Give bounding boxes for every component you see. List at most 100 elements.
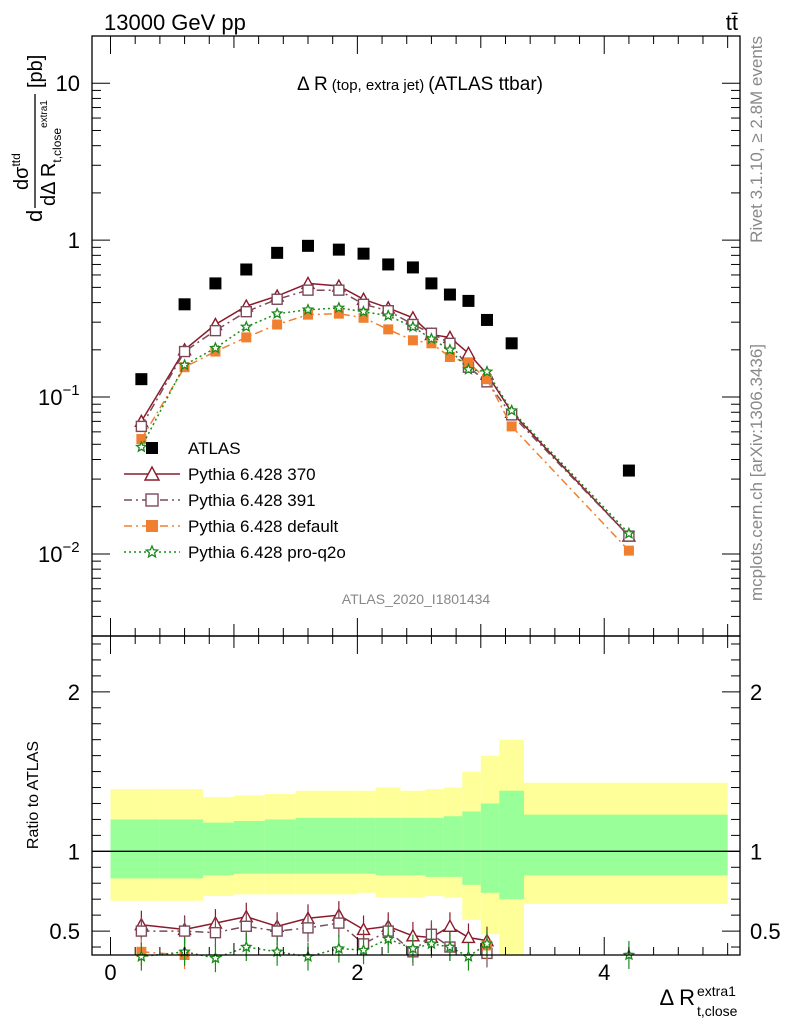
data-point bbox=[622, 526, 636, 539]
data-point bbox=[382, 258, 395, 271]
ratio-data-point bbox=[332, 941, 346, 955]
ratio-data-point bbox=[442, 918, 458, 932]
legend: ATLAS Pythia 6.428 370 Pythia 6.428 391 Pyt… bbox=[124, 439, 346, 562]
ratio-data-point bbox=[270, 945, 284, 958]
data-point bbox=[178, 358, 191, 371]
legend-entry-atlas: ATLAS bbox=[146, 439, 241, 458]
data-point bbox=[302, 239, 314, 252]
series-line bbox=[140, 289, 630, 537]
data-point bbox=[383, 324, 394, 335]
series-line bbox=[140, 282, 630, 537]
data-point bbox=[209, 277, 222, 290]
data-point bbox=[241, 332, 252, 343]
ratio-y-tick-label: 0.5 bbox=[49, 919, 80, 944]
ratio-data-point bbox=[462, 949, 475, 962]
y-tick-label: 1 bbox=[68, 228, 80, 253]
x-axis-label-sub: t,close bbox=[697, 1003, 738, 1019]
data-point bbox=[622, 464, 635, 477]
y-tick-label: 10−2 bbox=[38, 539, 80, 567]
series-pythia-6-428-pro-q2o bbox=[135, 301, 636, 539]
title-main: Δ R bbox=[297, 74, 328, 95]
data-point bbox=[209, 341, 222, 354]
stat-uncertainty-band bbox=[264, 819, 296, 874]
data-point bbox=[136, 434, 147, 445]
ratio-data-point bbox=[239, 940, 253, 953]
data-point bbox=[332, 301, 346, 314]
y-tick-label: 10−1 bbox=[38, 382, 80, 410]
ratio-uncertainty-bands bbox=[110, 739, 728, 955]
x-axis: 0 2 4 bbox=[104, 636, 729, 985]
data-point bbox=[480, 313, 493, 326]
process-label: tt̄ bbox=[726, 10, 738, 35]
data-point bbox=[210, 346, 221, 357]
data-point bbox=[301, 303, 315, 316]
x-tick-label: 4 bbox=[598, 960, 610, 985]
data-point bbox=[303, 309, 313, 320]
ratio-series-pythia-6-428-pro-q2o bbox=[134, 925, 636, 973]
stat-uncertainty-band bbox=[480, 803, 500, 893]
rivet-label: Rivet 3.1.10, ≥ 2.8M events bbox=[747, 36, 766, 243]
title-tail: (ATLAS ttbar) bbox=[428, 74, 543, 95]
legend-label: ATLAS bbox=[188, 439, 241, 458]
data-point bbox=[480, 365, 494, 378]
data-point bbox=[135, 373, 148, 386]
ratio-data-point bbox=[381, 932, 395, 945]
legend-entry-pythia-6-428-default: Pythia 6.428 default bbox=[124, 517, 339, 536]
stat-uncertainty-band bbox=[499, 790, 524, 900]
data-point bbox=[426, 338, 437, 349]
ratio-data-point bbox=[209, 926, 222, 939]
legend-label: Pythia 6.428 pro-q2o bbox=[188, 543, 346, 562]
stat-uncertainty-band bbox=[524, 814, 728, 876]
xlabel-main: Δ R bbox=[660, 985, 695, 1010]
data-point bbox=[209, 324, 222, 337]
x-axis-label-sup: extra1 bbox=[697, 983, 736, 999]
stat-uncertainty-band bbox=[425, 817, 444, 877]
legend-marker bbox=[146, 520, 158, 532]
main-title: Δ R (top, extra jet) (ATLAS ttbar) bbox=[297, 74, 543, 95]
data-point bbox=[135, 420, 148, 433]
ratio-data-point bbox=[333, 917, 345, 929]
ratio-data-point bbox=[178, 925, 191, 937]
data-point bbox=[406, 320, 420, 333]
data-point bbox=[462, 294, 475, 307]
stat-uncertainty-band bbox=[357, 817, 376, 874]
legend-label: Pythia 6.428 370 bbox=[188, 465, 316, 484]
data-point bbox=[462, 362, 475, 375]
stat-uncertainty-band bbox=[233, 821, 265, 874]
energy-label: 13000 GeV pp bbox=[104, 10, 246, 35]
stat-uncertainty-band bbox=[110, 819, 160, 879]
data-point bbox=[443, 288, 456, 301]
stat-uncertainty-band bbox=[400, 817, 426, 876]
series-line bbox=[140, 307, 630, 535]
ratio-data-point bbox=[209, 951, 222, 964]
data-point bbox=[505, 337, 518, 350]
legend-marker bbox=[145, 493, 159, 507]
data-point bbox=[381, 309, 395, 322]
data-point bbox=[357, 305, 370, 318]
ratio-data-point bbox=[357, 943, 370, 956]
data-point bbox=[270, 307, 284, 320]
ratio-data-point bbox=[461, 929, 476, 944]
main-panel: 10 1 10−1 10−2 bbox=[38, 35, 741, 637]
stat-uncertainty-band bbox=[295, 817, 327, 874]
data-point bbox=[332, 243, 345, 256]
data-point bbox=[505, 403, 519, 416]
legend-entry-pythia-6-428-pro-q2o: Pythia 6.428 pro-q2o bbox=[124, 543, 346, 562]
ratio-data-point bbox=[406, 941, 420, 955]
main-ylabel-unit: [pb] bbox=[25, 55, 47, 88]
main-ylabel-numerator: dσttd bbox=[9, 153, 33, 190]
data-point bbox=[406, 261, 419, 274]
ratio-data-point bbox=[425, 937, 438, 950]
main-ylabel-d: d bbox=[22, 210, 47, 222]
data-point bbox=[240, 305, 252, 318]
ratio-y-tick-label: 1 bbox=[68, 839, 80, 864]
ratio-data-point bbox=[271, 925, 283, 937]
title-small: (top, extra jet) bbox=[332, 77, 425, 94]
data-point bbox=[425, 332, 438, 345]
analysis-watermark: ATLAS_2020_I1801434 bbox=[342, 591, 491, 607]
ratio-data-point bbox=[480, 937, 494, 950]
ratio-y-tick-label: 2 bbox=[68, 680, 80, 705]
stat-uncertainty-band bbox=[462, 811, 481, 885]
data-point bbox=[271, 293, 283, 305]
